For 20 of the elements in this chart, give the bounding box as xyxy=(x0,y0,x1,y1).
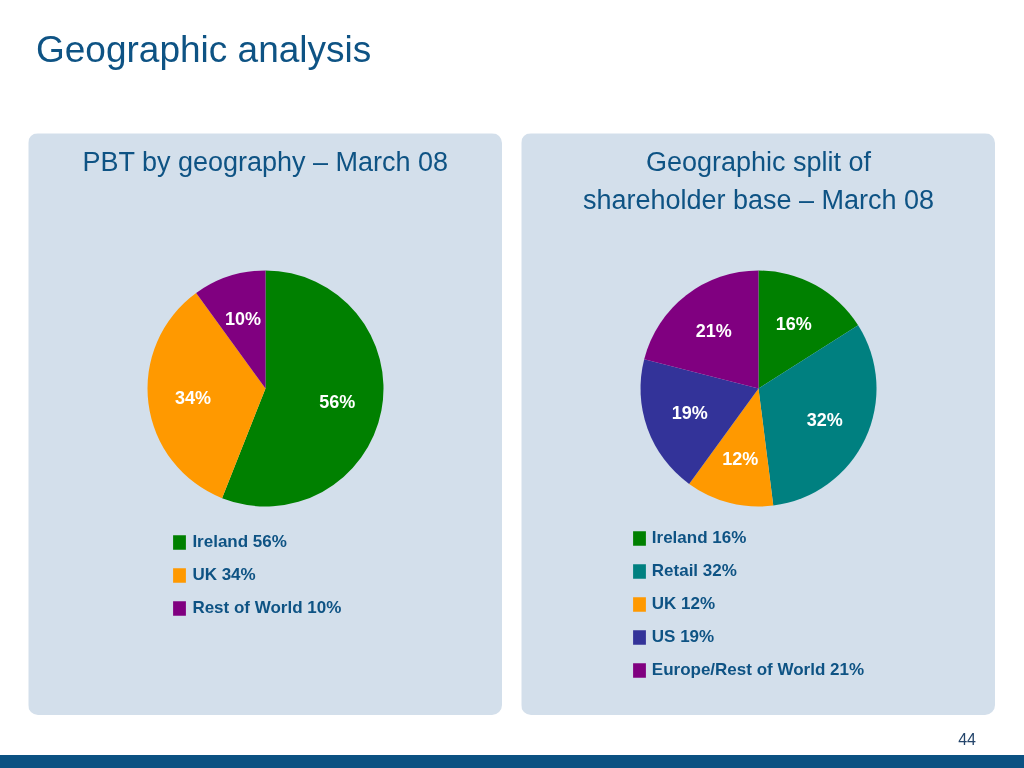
legend-label: UK 34% xyxy=(192,565,256,585)
legend-label: Retail 32% xyxy=(651,561,737,581)
legend-label: Rest of World 10% xyxy=(192,598,342,618)
data-label: 34% xyxy=(174,387,211,408)
legend-label: UK 12% xyxy=(651,594,716,614)
data-label: 32% xyxy=(806,409,843,430)
data-label: 56% xyxy=(319,392,356,413)
data-label: 12% xyxy=(722,449,759,470)
data-label: 16% xyxy=(775,314,812,335)
legend-label: Ireland 56% xyxy=(192,532,287,552)
data-label: 21% xyxy=(695,320,732,341)
legend-label: US 19% xyxy=(651,627,715,647)
data-label: 19% xyxy=(671,403,708,424)
legend-label: Ireland 16% xyxy=(651,528,747,548)
text: Geographic analysis xyxy=(36,28,372,72)
chart-title: Geographic split of shareholder base – March 08 xyxy=(582,146,935,215)
chart-title: PBT by geography – March 08 xyxy=(82,146,449,177)
legend-label: Europe/Rest of World 21% xyxy=(651,660,865,680)
text: 44 xyxy=(958,730,976,750)
data-label: 10% xyxy=(224,308,261,329)
